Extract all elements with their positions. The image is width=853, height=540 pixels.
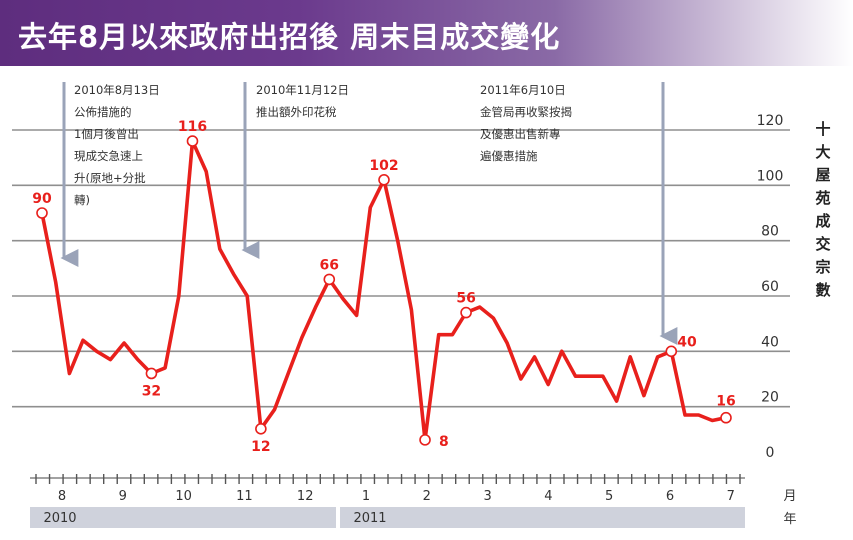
data-label: 102 (369, 158, 398, 174)
y-tick-label: 80 (761, 224, 779, 240)
data-label: 8 (439, 434, 449, 450)
data-point-markers (36, 135, 732, 446)
y-axis-title-char: 十 (815, 120, 831, 138)
annotation-arrows (60, 82, 678, 345)
data-point-marker (378, 174, 390, 186)
x-tick-label: 8 (58, 489, 66, 504)
x-tick-label: 2 (423, 489, 431, 504)
data-point-marker (419, 434, 431, 446)
x-tick-label: 5 (605, 489, 613, 504)
y-tick-label: 0 (766, 445, 775, 461)
data-label: 40 (677, 334, 697, 350)
data-point-marker (36, 207, 48, 219)
data-label: 16 (716, 394, 735, 410)
year-label: 2010 (43, 511, 76, 526)
data-point-marker (665, 345, 678, 358)
x-tick-label: 7 (727, 489, 735, 504)
y-tick-label: 60 (761, 279, 779, 295)
y-axis-title-char: 屋 (815, 166, 831, 184)
y-axis-title-char: 交 (815, 235, 831, 253)
data-label: 90 (32, 191, 52, 207)
year-band (340, 507, 745, 528)
data-label: 12 (251, 439, 270, 455)
data-label: 66 (320, 257, 339, 273)
data-labels: 90 32 116 12 66 102 8 56 40 16 (32, 119, 735, 455)
data-point-marker (323, 273, 336, 286)
x-tick-label: 1 (362, 489, 370, 504)
data-point-marker (255, 422, 267, 435)
data-point-marker (186, 135, 199, 147)
y-tick-label: 100 (757, 168, 784, 184)
year-axis-unit: 年 (783, 512, 796, 527)
x-axis-unit: 月 (783, 489, 796, 504)
data-label: 116 (178, 119, 207, 135)
x-tick-label: 10 (175, 489, 192, 504)
x-tick-label: 12 (297, 489, 314, 504)
data-point-marker (720, 411, 732, 424)
y-axis-title-char: 宗 (815, 258, 831, 276)
grid-lines (12, 129, 790, 408)
x-tick-label: 9 (119, 489, 127, 504)
y-axis-title-char: 大 (815, 143, 831, 161)
x-tick-label: 11 (236, 489, 253, 504)
data-point-marker (460, 306, 472, 319)
y-axis-title: 十大屋苑成交宗數 (812, 118, 834, 302)
y-axis-title-char: 苑 (815, 189, 831, 207)
x-tick-label: 4 (544, 489, 552, 504)
chart-title: 去年8月以來政府出招後 周末目成交變化 (18, 20, 561, 54)
x-tick-label: 3 (483, 489, 491, 504)
data-point-marker (145, 367, 158, 380)
data-label: 56 (456, 291, 475, 307)
y-tick-label: 20 (761, 390, 779, 406)
annotation-text: 2010年11月12日 推出額外印花稅 (256, 83, 350, 119)
y-tick-label: 40 (761, 334, 779, 350)
x-tick-label: 6 (666, 489, 674, 504)
y-axis: 0 20 40 60 80 100 120 (757, 113, 784, 461)
data-label: 32 (142, 383, 161, 399)
y-tick-label: 120 (757, 113, 784, 129)
y-axis-title-char: 成 (815, 212, 831, 230)
y-axis-title-char: 數 (815, 281, 831, 299)
annotation-text: 2011年6月10日 金管局再收緊按揭 及優惠出售新專 遍優惠措施 (480, 83, 572, 163)
year-band (30, 507, 336, 528)
year-label: 2011 (353, 511, 386, 526)
annotation-text: 2010年8月13日 公佈措施的 1個月後曾出 現成交急速上 升(原地+分批 轉… (74, 83, 160, 207)
title-banner: 去年8月以來政府出招後 周末目成交變化 (0, 0, 853, 66)
